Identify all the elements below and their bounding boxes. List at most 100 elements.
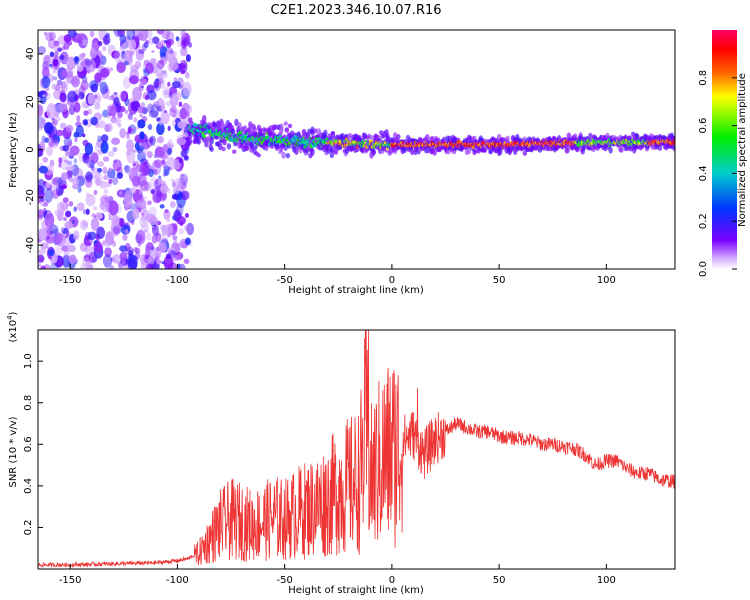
noise-point <box>87 93 95 105</box>
noise-point <box>96 226 106 239</box>
noise-point <box>140 102 146 108</box>
noise-point <box>59 54 65 60</box>
noise-point <box>167 139 174 150</box>
noise-point <box>63 248 70 259</box>
noise-point <box>119 252 128 261</box>
noise-point <box>49 262 59 269</box>
noise-point <box>65 166 70 171</box>
signal-core <box>293 134 298 139</box>
noise-point <box>99 181 109 189</box>
noise-point <box>64 221 74 229</box>
noise-point <box>107 151 115 157</box>
noise-point <box>61 184 67 190</box>
noise-point <box>91 37 100 52</box>
noise-point <box>83 254 91 262</box>
noise-point <box>119 191 123 195</box>
noise-point <box>147 256 155 265</box>
noise-point <box>38 165 49 174</box>
snr-scale-close: ) <box>8 311 19 315</box>
noise-point <box>48 224 59 235</box>
noise-point <box>95 212 103 220</box>
noise-point <box>96 120 106 129</box>
colorbar-ticks: 0.0 0.2 0.4 0.6 0.8 <box>698 70 737 277</box>
noise-point <box>43 54 51 66</box>
noise-point <box>119 128 126 139</box>
noise-point <box>114 253 119 260</box>
signal-halo <box>209 147 214 152</box>
signal-halo <box>221 146 226 152</box>
noise-point <box>47 38 57 49</box>
noise-point <box>100 194 111 207</box>
noise-point <box>119 34 127 44</box>
signal-halo <box>371 150 376 155</box>
snr-panel: -150 -100 -50 0 50 100 0.2 0.4 0.6 0.8 1.0 Height… <box>6 311 676 596</box>
noise-point <box>153 81 160 89</box>
noise-point <box>159 204 165 209</box>
noise-point <box>61 245 69 252</box>
noise-point <box>140 215 147 223</box>
y-tick-label: 40 <box>25 48 36 61</box>
noise-point <box>108 167 112 172</box>
noise-point <box>116 172 124 179</box>
noise-point <box>82 75 88 83</box>
noise-point <box>76 115 81 122</box>
noise-point <box>68 165 75 171</box>
noise-point <box>117 111 123 119</box>
noise-point <box>65 144 71 151</box>
noise-point <box>180 40 187 49</box>
noise-point <box>91 213 97 218</box>
noise-point <box>179 47 188 57</box>
noise-point <box>52 69 56 74</box>
noise-point <box>103 189 109 194</box>
noise-point <box>61 70 68 78</box>
noise-point <box>38 209 44 219</box>
colorbar-tick-label: 0.6 <box>698 118 709 134</box>
noise-point <box>156 122 165 136</box>
noise-point <box>176 216 186 225</box>
noise-point <box>184 212 190 219</box>
noise-point <box>44 212 55 228</box>
noise-point <box>78 91 85 100</box>
noise-point <box>66 203 70 207</box>
noise-point <box>188 42 193 48</box>
noise-point <box>122 234 128 241</box>
signal-halo <box>218 143 223 151</box>
x-tick-label: -50 <box>276 575 292 586</box>
noise-point <box>41 265 46 269</box>
colorbar-tick-label: 0.2 <box>698 213 709 229</box>
noise-point <box>57 47 62 52</box>
noise-point <box>142 161 152 176</box>
noise-point <box>67 30 77 38</box>
noise-point <box>134 60 142 69</box>
noise-point <box>170 144 175 148</box>
noise-point <box>176 137 187 146</box>
noise-point <box>54 111 60 118</box>
noise-point <box>148 136 154 144</box>
noise-point <box>155 68 164 80</box>
noise-point <box>111 215 120 227</box>
noise-point <box>169 111 175 117</box>
signal-halo <box>425 134 430 141</box>
signal-halo <box>283 121 288 126</box>
noise-point <box>137 119 146 129</box>
noise-point <box>186 222 195 236</box>
noise-point <box>145 263 154 269</box>
noise-point <box>163 165 170 175</box>
noise-point <box>44 187 54 203</box>
noise-point <box>138 49 145 55</box>
noise-point <box>52 43 61 53</box>
noise-point <box>94 144 100 152</box>
noise-point <box>71 178 80 185</box>
snr-x-label: Height of straight line (km) <box>288 585 424 596</box>
noise-point <box>164 90 169 96</box>
noise-point <box>148 168 154 178</box>
noise-point <box>76 64 84 72</box>
noise-point <box>67 244 76 253</box>
noise-point <box>87 108 93 115</box>
noise-point <box>178 158 184 164</box>
noise-point <box>62 144 70 152</box>
noise-point <box>112 146 118 153</box>
noise-point <box>172 235 178 241</box>
noise-point <box>46 102 57 119</box>
noise-point <box>42 201 48 207</box>
